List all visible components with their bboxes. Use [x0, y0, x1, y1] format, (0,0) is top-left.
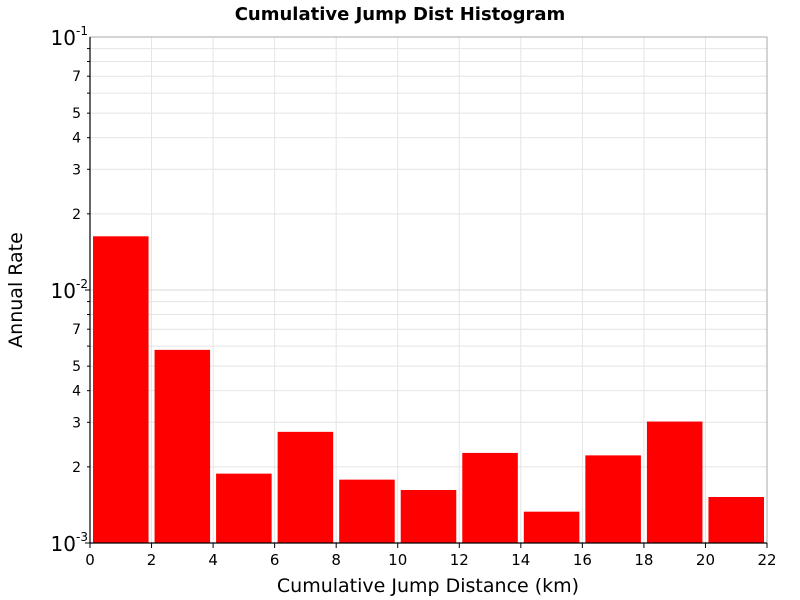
x-tick-label: 8: [331, 551, 341, 569]
y-axis-label: Annual Rate: [5, 232, 27, 348]
bar-bin-1: [154, 349, 211, 543]
bar-bin-5: [400, 489, 457, 543]
y-minor-tick-label: 3: [72, 415, 81, 431]
y-major-tick-exponent: -2: [76, 277, 88, 291]
y-minor-tick-label: 5: [72, 106, 81, 122]
y-major-tick-label: 10: [51, 279, 76, 303]
x-tick-label: 2: [147, 551, 157, 569]
x-tick-label: 12: [450, 551, 469, 569]
x-tick-label: 0: [85, 551, 95, 569]
bar-bin-7: [523, 511, 580, 543]
y-major-tick-label: 10: [51, 26, 76, 50]
x-tick-label: 10: [388, 551, 407, 569]
bar-bin-10: [708, 496, 764, 543]
bar-bin-4: [339, 479, 395, 543]
x-tick-label: 16: [573, 551, 592, 569]
y-major-tick-label: 10: [51, 532, 76, 556]
x-axis-ticks: 0 2 4 6 8 10 12 14 16 18 20 22: [85, 543, 777, 569]
bar-bin-2: [216, 473, 272, 543]
y-minor-tick-label: 4: [72, 384, 81, 400]
x-axis-label: Cumulative Jump Distance (km): [277, 575, 579, 597]
y-minor-tick-label: 2: [72, 460, 81, 476]
x-tick-label: 22: [757, 551, 776, 569]
bar-bin-6: [462, 452, 518, 543]
y-minor-tick-label: 5: [72, 359, 81, 375]
bar-bin-9: [646, 421, 703, 543]
chart-title: Cumulative Jump Dist Histogram: [235, 4, 566, 25]
y-minor-tick-label: 4: [72, 131, 81, 147]
y-minor-tick-label: 7: [72, 69, 81, 85]
x-tick-label: 18: [634, 551, 653, 569]
y-minor-tick-label: 3: [72, 162, 81, 178]
bar-bin-8: [585, 455, 641, 543]
bar-bin-3: [277, 431, 334, 543]
y-major-tick-exponent: -1: [76, 24, 88, 38]
y-major-tick-exponent: -3: [76, 530, 88, 544]
y-minor-tick-label: 7: [72, 322, 81, 338]
x-tick-label: 6: [270, 551, 280, 569]
y-minor-tick-label: 2: [72, 207, 81, 223]
x-tick-label: 20: [696, 551, 715, 569]
x-tick-label: 14: [511, 551, 530, 569]
x-tick-label: 4: [208, 551, 218, 569]
bars: [93, 236, 764, 544]
bar-bin-0: [93, 236, 149, 544]
